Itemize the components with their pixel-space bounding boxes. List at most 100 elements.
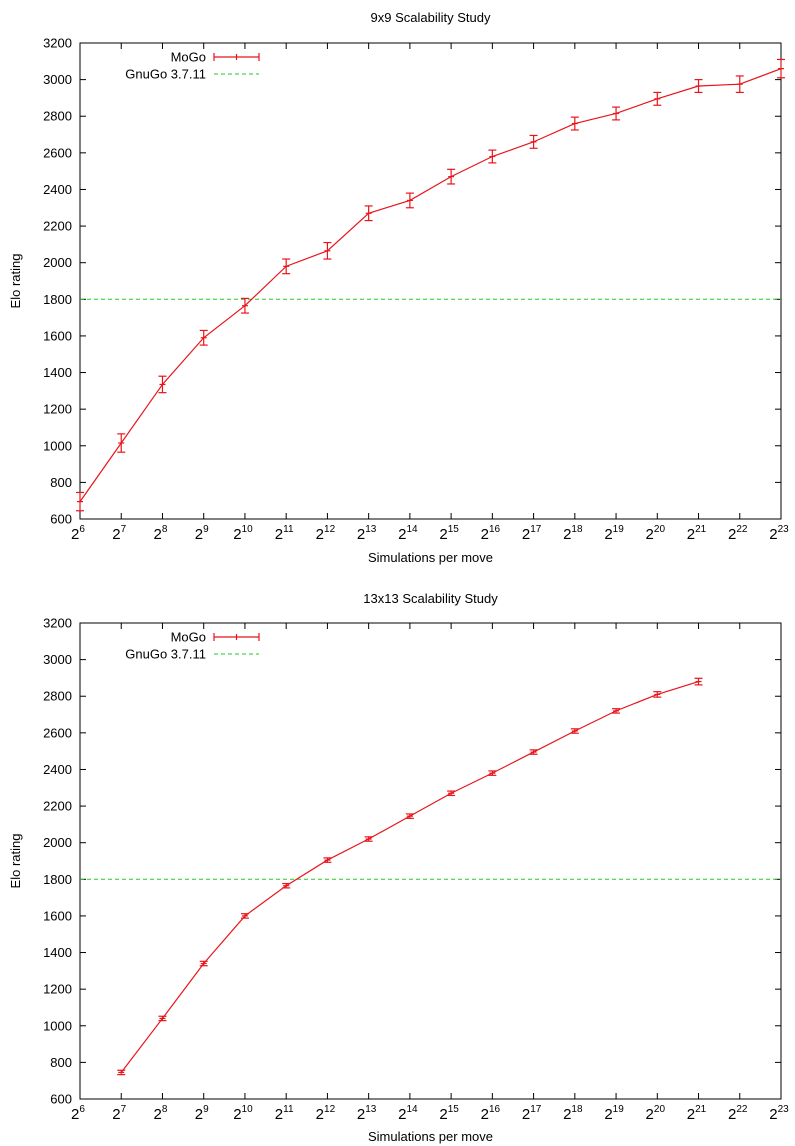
x-tick-base: 2 [357, 1106, 365, 1123]
x-tick-label: 211 [275, 1104, 294, 1123]
x-tick-label: 216 [481, 524, 501, 543]
x-tick-base: 2 [112, 526, 120, 543]
mogo-data-point [570, 728, 579, 734]
x-tick-label: 223 [769, 524, 789, 543]
x-tick-base: 2 [398, 526, 406, 543]
x-tick-label: 210 [233, 524, 253, 543]
x-tick-exponent: 17 [530, 524, 542, 535]
mogo-series-line [79, 68, 782, 502]
mogo-data-point [240, 913, 249, 919]
chart-panel-2: 13x13 Scalability Study Simulations per m… [8, 591, 789, 1144]
x-tick-label: 212 [316, 524, 336, 543]
x-tick-exponent: 13 [365, 524, 377, 535]
mogo-data-point [653, 91, 662, 106]
chart-title: 13x13 Scalability Study [363, 591, 498, 606]
x-tick-exponent: 12 [324, 1104, 336, 1115]
x-tick-exponent: 16 [489, 1104, 501, 1115]
mogo-data-point [488, 149, 497, 164]
x-tick-base: 2 [154, 526, 162, 543]
x-tick-base: 2 [439, 1106, 447, 1123]
x-tick-base: 2 [769, 1106, 777, 1123]
x-tick-base: 2 [687, 526, 695, 543]
mogo-data-point [364, 836, 373, 842]
x-tick-exponent: 11 [283, 524, 294, 535]
x-tick-base: 2 [481, 1106, 489, 1123]
mogo-data-point [447, 790, 456, 797]
x-tick-label: 215 [439, 524, 459, 543]
y-tick-label: 1800 [43, 872, 72, 887]
x-tick-base: 2 [687, 1106, 695, 1123]
y-tick-label: 1000 [43, 1018, 72, 1033]
x-tick-base: 2 [769, 526, 777, 543]
y-tick-label: 1600 [43, 328, 72, 343]
y-tick-label: 1200 [43, 982, 72, 997]
x-tick-base: 2 [522, 1106, 530, 1123]
x-tick-label: 26 [71, 1104, 85, 1123]
x-tick-base: 2 [728, 1106, 736, 1123]
legend: MoGo GnuGo 3.7.11 [125, 50, 260, 82]
mogo-data-point [240, 297, 249, 314]
x-tick-exponent: 11 [283, 1104, 294, 1115]
y-axis-label: Elo rating [8, 834, 23, 889]
x-tick-label: 221 [687, 1104, 707, 1123]
mogo-data-point [405, 192, 414, 209]
x-tick-label: 223 [769, 1104, 789, 1123]
y-tick-label: 800 [50, 1055, 72, 1070]
x-tick-label: 220 [646, 524, 666, 543]
mogo-data-point [117, 1069, 126, 1076]
x-tick-base: 2 [604, 526, 612, 543]
mogo-data-point [158, 1015, 167, 1022]
y-tick-label: 2400 [43, 182, 72, 197]
x-tick-exponent: 12 [324, 524, 336, 535]
x-tick-exponent: 22 [736, 1104, 748, 1115]
x-tick-label: 217 [522, 1104, 542, 1123]
x-tick-exponent: 19 [613, 1104, 625, 1115]
x-tick-exponent: 8 [162, 524, 168, 535]
legend-label-gnugo: GnuGo 3.7.11 [125, 647, 206, 662]
x-tick-base: 2 [563, 1106, 571, 1123]
x-tick-base: 2 [112, 1106, 120, 1123]
x-tick-exponent: 9 [203, 1104, 209, 1115]
y-tick-label: 1800 [43, 292, 72, 307]
x-tick-base: 2 [71, 526, 79, 543]
x-tick-exponent: 15 [448, 1104, 460, 1115]
x-tick-base: 2 [275, 526, 283, 543]
x-tick-base: 2 [646, 526, 654, 543]
x-tick-label: 214 [398, 1104, 418, 1123]
x-tick-label: 213 [357, 1104, 377, 1123]
plot-frame [79, 42, 782, 520]
x-tick-exponent: 18 [571, 524, 583, 535]
x-tick-base: 2 [522, 526, 530, 543]
x-tick-exponent: 6 [79, 1104, 85, 1115]
y-tick-label: 2200 [43, 219, 72, 234]
mogo-data-point [117, 433, 126, 453]
x-tick-exponent: 22 [736, 524, 748, 535]
y-tick-label: 1400 [43, 365, 72, 380]
x-tick-exponent: 17 [530, 1104, 542, 1115]
x-tick-label: 218 [563, 524, 583, 543]
x-tick-exponent: 9 [203, 524, 209, 535]
x-axis-label: Simulations per move [368, 550, 493, 565]
x-tick-exponent: 20 [654, 1104, 666, 1115]
x-tick-label: 212 [316, 1104, 336, 1123]
x-tick-label: 219 [604, 524, 624, 543]
x-tick-exponent: 8 [162, 1104, 168, 1115]
y-tick-label: 3200 [43, 36, 72, 51]
mogo-data-point [488, 770, 497, 776]
x-tick-base: 2 [154, 1106, 162, 1123]
y-tick-label: 2600 [43, 145, 72, 160]
y-axis-label: Elo rating [8, 254, 23, 309]
mogo-data-point [612, 106, 621, 121]
x-axis-label: Simulations per move [368, 1129, 493, 1144]
x-tick-label: 217 [522, 524, 542, 543]
x-tick-label: 219 [604, 1104, 624, 1123]
x-tick-base: 2 [233, 526, 241, 543]
x-tick-label: 221 [687, 524, 707, 543]
x-tick-label: 26 [71, 524, 85, 543]
y-tick-label: 1600 [43, 908, 72, 923]
x-tick-exponent: 23 [778, 1104, 790, 1115]
y-tick-label: 600 [50, 512, 72, 527]
x-tick-base: 2 [398, 1106, 406, 1123]
x-tick-base: 2 [728, 526, 736, 543]
